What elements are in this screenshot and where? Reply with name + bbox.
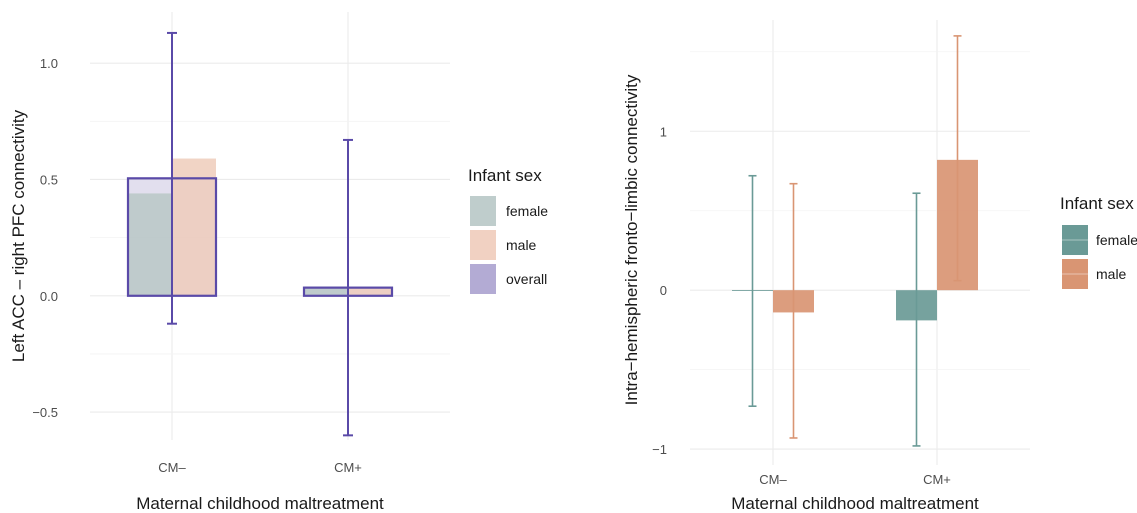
panel-b-x-tick-0: CM– xyxy=(759,472,787,487)
panel-b-legend-key-female xyxy=(1062,225,1088,255)
panel-a-y-tick-2: 0.5 xyxy=(40,172,58,187)
panel-a-y-axis-title: Left ACC – right PFC connectivity xyxy=(9,109,28,362)
panel-b-y-tick-2: 1 xyxy=(660,124,667,139)
panel-a-legend-label-male: male xyxy=(506,237,537,253)
panel-b-legend-label-female: female xyxy=(1096,232,1137,248)
panel-a-legend-label-female: female xyxy=(506,203,548,219)
panel-a-legend-key-overall xyxy=(470,264,496,294)
panel-b-legend: Infant sex female male xyxy=(1060,194,1137,289)
panel-a-x-tick-1: CM+ xyxy=(334,460,362,475)
panel-a-y-tick-0: −0.5 xyxy=(32,405,58,420)
panel-b-legend-title: Infant sex xyxy=(1060,194,1134,213)
panel-a-x-tick-labels: CM– CM+ xyxy=(158,460,362,475)
panel-a-bar-male-0 xyxy=(172,158,216,296)
panel-b-bars xyxy=(732,159,978,321)
panel-a-legend-label-overall: overall xyxy=(506,271,547,287)
panel-b-legend-label-male: male xyxy=(1096,266,1127,282)
panel-b-y-tick-0: −1 xyxy=(652,442,667,457)
panel-b-error-bars xyxy=(748,35,962,447)
panel-a-legend-key-female xyxy=(470,196,496,226)
panel-b-legend-key-male xyxy=(1062,259,1088,289)
panel-b-y-tick-labels: −1 0 1 xyxy=(652,124,667,457)
panel-b-x-tick-1: CM+ xyxy=(923,472,951,487)
panel-b: −1 0 1 CM– CM+ Maternal childhood maltreatm… xyxy=(622,20,1137,513)
panel-b-gridlines xyxy=(690,20,1030,465)
panel-a-legend-title: Infant sex xyxy=(468,166,542,185)
panel-b-x-tick-labels: CM– CM+ xyxy=(759,472,951,487)
panel-b-y-tick-1: 0 xyxy=(660,283,667,298)
panel-a-x-axis-title: Maternal childhood maltreatment xyxy=(136,494,384,513)
panel-a-legend: Infant sex female male overall xyxy=(468,166,548,294)
panel-b-y-axis-title: Intra−hemispheric fronto−limbic connecti… xyxy=(622,74,641,405)
panel-a-bar-female-1 xyxy=(304,286,348,296)
panel-a-legend-key-male xyxy=(470,230,496,260)
panel-a-x-tick-0: CM– xyxy=(158,460,186,475)
panel-a-bar-male-1 xyxy=(348,287,392,296)
panel-a: −0.5 0.0 0.5 1.0 CM– CM+ Maternal childhood … xyxy=(9,12,548,513)
panel-a-y-tick-1: 0.0 xyxy=(40,289,58,304)
panel-a-y-tick-labels: −0.5 0.0 0.5 1.0 xyxy=(32,56,58,420)
panel-b-x-axis-title: Maternal childhood maltreatment xyxy=(731,494,979,513)
panel-a-bar-female-0 xyxy=(128,193,172,296)
panel-a-y-tick-3: 1.0 xyxy=(40,56,58,71)
panel-a-error-bars xyxy=(167,31,353,437)
